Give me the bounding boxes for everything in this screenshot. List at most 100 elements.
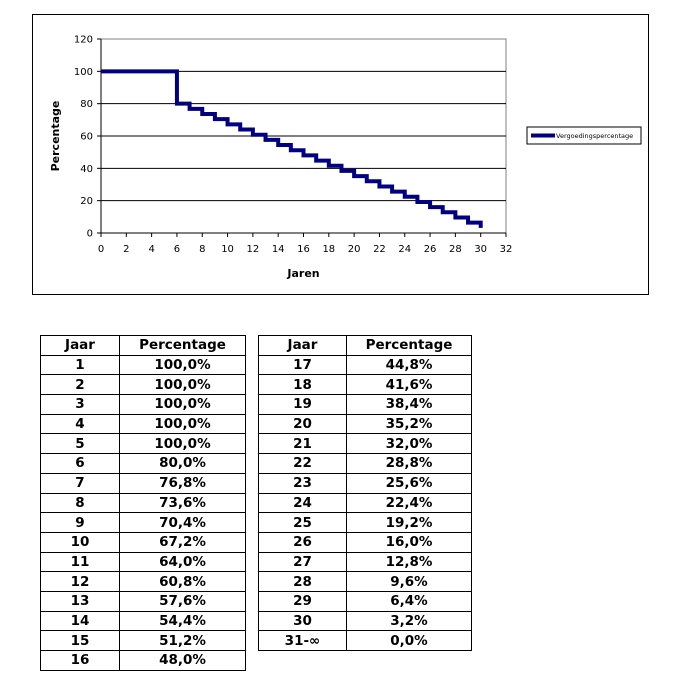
x-tick-label: 16 <box>297 244 310 255</box>
table-row: 21 32,0% <box>258 433 472 455</box>
cell-jaar: 25 <box>258 512 347 533</box>
cell-percentage: 0,0% <box>346 630 472 651</box>
table-row: 18 41,6% <box>258 374 472 396</box>
cell-jaar: 29 <box>258 590 347 612</box>
cell-jaar: 4 <box>40 413 120 435</box>
cell-jaar: 26 <box>258 531 347 553</box>
cell-jaar: 5 <box>40 433 120 455</box>
cell-percentage: 48,0% <box>119 650 246 671</box>
y-tick-label: 60 <box>80 132 93 143</box>
cell-jaar: 14 <box>40 610 120 632</box>
x-tick-label: 4 <box>148 244 154 255</box>
cell-percentage: 60,8% <box>119 571 246 592</box>
x-tick-label: 32 <box>500 244 513 255</box>
cell-jaar: 10 <box>40 531 120 553</box>
cell-percentage: 25,6% <box>346 472 472 494</box>
x-tick-label: 10 <box>221 244 234 255</box>
x-tick-label: 14 <box>272 244 285 255</box>
table-row: 23 25,6% <box>258 472 472 494</box>
column-header-percentage: Percentage <box>346 335 472 356</box>
table-row: 20 35,2% <box>258 413 472 435</box>
table-row: 5 100,0% <box>40 433 246 455</box>
cell-percentage: 100,0% <box>119 354 246 376</box>
column-header-jaar: Jaar <box>258 335 347 356</box>
table-row: 8 73,6% <box>40 492 246 514</box>
percentage-table-left: Jaar Percentage 1 100,0% 2 100,0% 3 100,0% 4 10… <box>40 335 246 671</box>
cell-jaar: 17 <box>258 354 347 376</box>
cell-percentage: 73,6% <box>119 492 246 514</box>
cell-jaar: 11 <box>40 551 120 573</box>
cell-percentage: 35,2% <box>346 413 472 435</box>
column-header-percentage: Percentage <box>119 335 246 356</box>
cell-percentage: 100,0% <box>119 413 246 435</box>
table-row: 9 70,4% <box>40 512 246 533</box>
table-row: 7 76,8% <box>40 472 246 494</box>
cell-percentage: 100,0% <box>119 433 246 455</box>
series-line-vergoedingspercentage <box>101 69 483 228</box>
cell-jaar: 2 <box>40 374 120 396</box>
table-row: 25 19,2% <box>258 512 472 533</box>
table-row: 2 100,0% <box>40 374 246 396</box>
cell-percentage: 80,0% <box>119 453 246 474</box>
table-row: 14 54,4% <box>40 610 246 632</box>
x-tick-label: 18 <box>322 244 335 255</box>
cell-percentage: 16,0% <box>346 531 472 553</box>
cell-jaar: 16 <box>40 650 120 671</box>
chart-frame: 0 20 40 60 80 100 120 0 2 4 6 8 10 12 14 16 18 20 22 24 26 28… <box>32 14 649 295</box>
cell-jaar: 7 <box>40 472 120 494</box>
y-tick-label: 100 <box>74 67 93 78</box>
x-tick-label: 20 <box>348 244 361 255</box>
cell-jaar: 20 <box>258 413 347 435</box>
x-tick-label: 8 <box>199 244 205 255</box>
x-tick-label: 24 <box>398 244 411 255</box>
cell-percentage: 76,8% <box>119 472 246 494</box>
y-tick-label: 20 <box>80 196 93 207</box>
x-tick-label: 0 <box>98 244 104 255</box>
table-row: 12 60,8% <box>40 571 246 592</box>
cell-jaar: 28 <box>258 571 347 592</box>
cell-jaar: 24 <box>258 492 347 514</box>
cell-percentage: 28,8% <box>346 453 472 474</box>
x-axis-title: Jaren <box>286 267 319 280</box>
cell-jaar: 15 <box>40 630 120 651</box>
cell-jaar: 30 <box>258 610 347 632</box>
y-tick-label: 0 <box>87 229 93 240</box>
cell-percentage: 54,4% <box>119 610 246 632</box>
cell-percentage: 3,2% <box>346 610 472 632</box>
x-tick-label: 30 <box>474 244 487 255</box>
y-tick-label: 120 <box>74 35 93 46</box>
y-tick-label: 40 <box>80 164 93 175</box>
table-header-row: Jaar Percentage <box>40 335 246 356</box>
table-row: 29 6,4% <box>258 590 472 612</box>
x-tick-label: 12 <box>247 244 260 255</box>
table-row: 26 16,0% <box>258 531 472 553</box>
x-tick-label: 28 <box>449 244 462 255</box>
cell-percentage: 44,8% <box>346 354 472 376</box>
cell-jaar: 8 <box>40 492 120 514</box>
cell-jaar: 1 <box>40 354 120 376</box>
cell-percentage: 57,6% <box>119 590 246 612</box>
cell-percentage: 70,4% <box>119 512 246 533</box>
cell-jaar: 21 <box>258 433 347 455</box>
table-row: 31-∞ 0,0% <box>258 630 472 651</box>
table-row: 1 100,0% <box>40 354 246 376</box>
cell-jaar: 18 <box>258 374 347 396</box>
cell-jaar: 31-∞ <box>258 630 347 651</box>
percentage-table-right: Jaar Percentage 17 44,8% 18 41,6% 19 38,4% 20 3… <box>258 335 472 651</box>
table-row: 11 64,0% <box>40 551 246 573</box>
cell-percentage: 12,8% <box>346 551 472 573</box>
table-row: 3 100,0% <box>40 394 246 415</box>
cell-jaar: 9 <box>40 512 120 533</box>
cell-jaar: 27 <box>258 551 347 573</box>
cell-jaar: 13 <box>40 590 120 612</box>
cell-percentage: 51,2% <box>119 630 246 651</box>
legend-box <box>526 126 642 145</box>
x-tick-label: 22 <box>373 244 386 255</box>
table-row: 28 9,6% <box>258 571 472 592</box>
table-row: 17 44,8% <box>258 354 472 376</box>
legend-label: Vergoedingspercentage <box>556 132 633 140</box>
y-axis-title: Percentage <box>49 101 62 172</box>
table-header-row: Jaar Percentage <box>258 335 472 356</box>
cell-percentage: 100,0% <box>119 374 246 396</box>
